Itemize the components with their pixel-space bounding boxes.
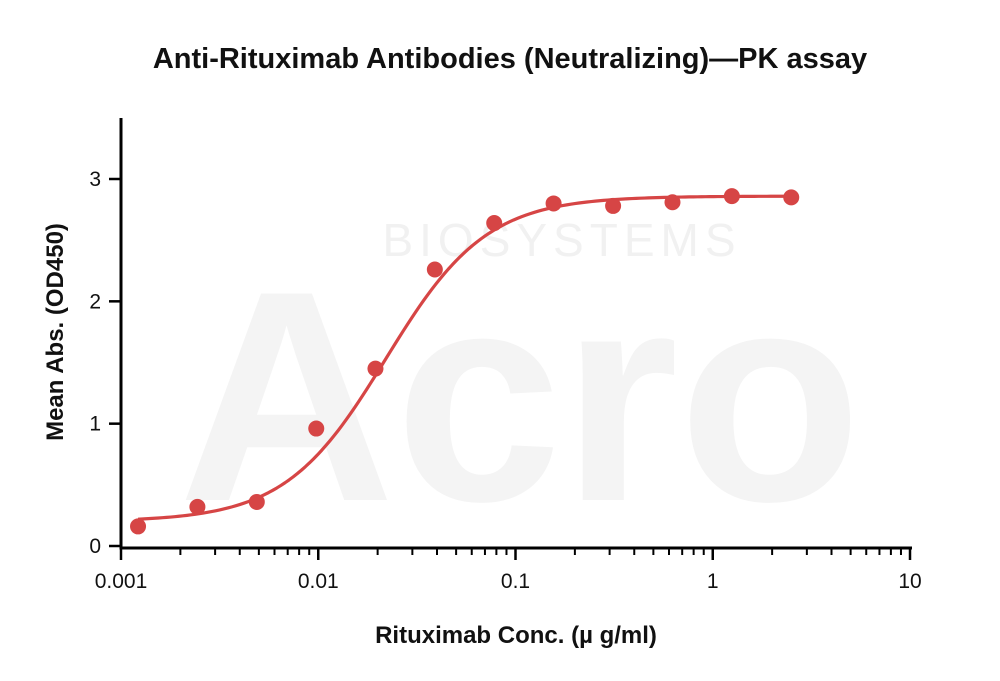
y-tick-label: 3 [89, 168, 101, 191]
x-tick-label: 0.001 [95, 570, 148, 593]
data-point [130, 518, 147, 535]
data-point [308, 420, 325, 437]
data-point [545, 195, 562, 212]
data-point [783, 189, 800, 206]
y-tick-label: 1 [89, 413, 101, 436]
data-point [664, 194, 681, 211]
watermark-logo: Acro [178, 228, 862, 564]
x-ticks: 0.001 0.01 0.1 1 10 [95, 548, 922, 593]
data-points [130, 188, 800, 535]
y-tick-label: 0 [89, 535, 101, 558]
data-point [189, 498, 206, 515]
data-point [605, 197, 622, 214]
y-tick-label: 2 [89, 290, 101, 313]
data-point [723, 188, 740, 205]
watermark-subtext: BIOSYSTEMS [382, 214, 741, 266]
x-axis-label: Rituximab Conc. (µ g/ml) [375, 622, 657, 649]
x-tick-label: 0.01 [298, 570, 339, 593]
y-ticks: 0 1 2 3 [89, 168, 121, 558]
watermark: BIOSYSTEMS Acro [178, 214, 862, 564]
x-tick-label: 1 [707, 570, 719, 593]
data-point [367, 360, 384, 377]
data-point [486, 215, 503, 232]
x-tick-label: 0.1 [501, 570, 530, 593]
data-point [426, 261, 443, 278]
chart-title: Anti-Rituximab Antibodies (Neutralizing)… [153, 43, 867, 75]
y-axis-label: Mean Abs. (OD450) [42, 223, 69, 441]
data-point [248, 493, 265, 510]
fit-curve [137, 194, 792, 521]
x-tick-label: 10 [898, 570, 921, 593]
